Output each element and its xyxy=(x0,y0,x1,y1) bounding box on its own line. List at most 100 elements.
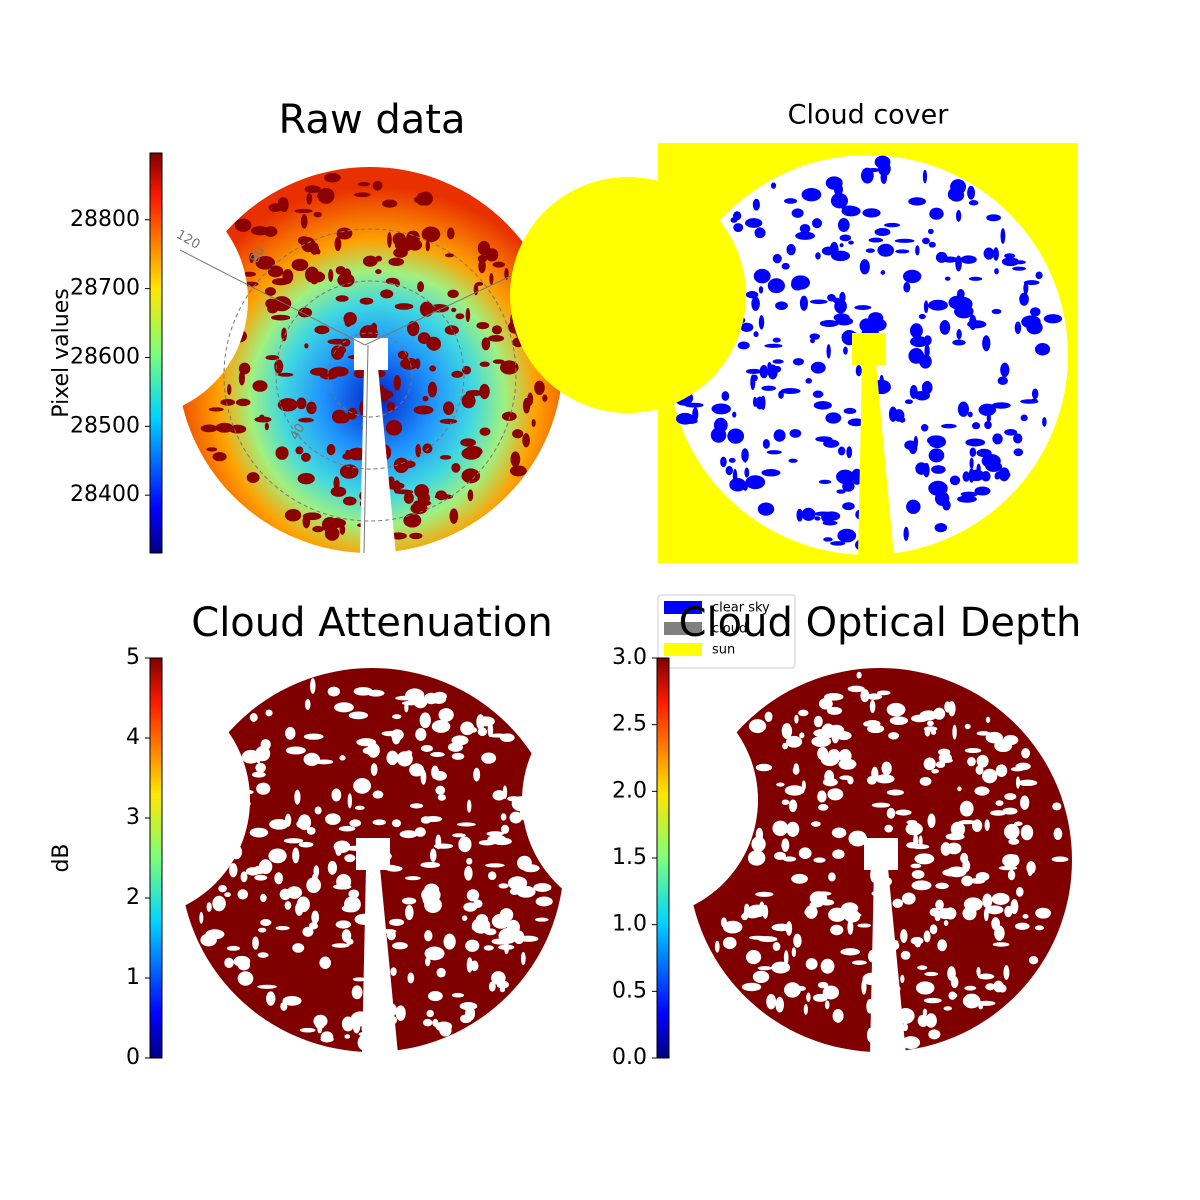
cloud-blob xyxy=(342,268,352,280)
cloud-blob xyxy=(501,824,510,834)
cloud-blob xyxy=(952,724,957,740)
cloud-blob xyxy=(464,445,483,458)
cloud-blob xyxy=(881,761,892,776)
cloud-blob xyxy=(489,273,494,285)
cloud-blob xyxy=(855,364,862,377)
cloud-blob xyxy=(275,926,290,931)
cloud-blob xyxy=(444,325,459,335)
cloud-blob xyxy=(1053,827,1063,841)
cloud-blob xyxy=(275,446,289,460)
cloud-blob xyxy=(815,252,821,260)
cloud-blob xyxy=(200,424,218,433)
cloud-blob xyxy=(871,802,891,808)
cloud-blob xyxy=(809,333,821,340)
cloud-blob xyxy=(517,855,532,871)
cloud-blob xyxy=(240,871,248,883)
cloud-blob xyxy=(431,694,447,705)
cloud-blob xyxy=(234,218,252,232)
cloud-blob xyxy=(319,956,331,969)
chart-title: Cloud cover xyxy=(788,100,950,131)
cloud-blob xyxy=(226,383,232,396)
cloud-blob xyxy=(752,198,760,211)
colorbar-label: Pixel values xyxy=(49,288,74,417)
cloud-blob xyxy=(762,438,770,449)
cloud-blob xyxy=(313,211,322,218)
cloud-blob xyxy=(976,754,989,768)
cloud-blob xyxy=(928,435,947,449)
cloud-blob xyxy=(503,941,510,955)
cloud-blob xyxy=(918,835,923,848)
cloud-blob xyxy=(424,957,431,967)
cloud-blob xyxy=(928,448,945,463)
cloud-blob xyxy=(424,946,445,961)
colorbar xyxy=(149,657,163,1059)
cloud-blob xyxy=(964,723,971,730)
cloud-blob xyxy=(803,1004,808,1015)
cloud-blob xyxy=(390,967,397,976)
cloud-blob xyxy=(900,950,911,960)
cloud-blob xyxy=(801,187,822,202)
cloud-blob xyxy=(277,398,298,412)
cloud-blob xyxy=(381,730,401,737)
cloud-blob xyxy=(512,429,524,439)
cloud-blob xyxy=(956,329,962,340)
cloud-blob xyxy=(904,399,913,405)
cloud-blob xyxy=(257,984,277,989)
cloud-blob xyxy=(1015,922,1030,930)
cloud-blob xyxy=(981,453,1001,468)
cloud-blob xyxy=(1002,807,1018,815)
cloud-blob xyxy=(447,289,459,299)
cloud-blob xyxy=(274,359,284,374)
cloud-blob xyxy=(451,307,457,313)
cloud-blob xyxy=(766,993,777,1010)
cloud-blob xyxy=(334,236,342,252)
cloud-blob xyxy=(911,844,930,850)
cloud-blob xyxy=(740,322,754,332)
cloud-blob xyxy=(295,446,304,455)
cloud-blob xyxy=(788,799,798,813)
cloud-blob xyxy=(929,207,944,220)
cloud-blob xyxy=(430,751,445,758)
horizon-mask xyxy=(510,177,746,413)
cloud-blob xyxy=(347,447,367,461)
cloud-blob xyxy=(910,936,924,945)
cloud-blob xyxy=(767,278,785,294)
cloud-blob xyxy=(865,248,875,253)
cloud-blob xyxy=(720,456,727,468)
cloud-blob xyxy=(538,886,544,892)
arm-mask xyxy=(360,368,396,555)
cloud-blob xyxy=(238,362,251,375)
cloud-blob xyxy=(983,247,995,260)
cloud-blob xyxy=(1015,776,1021,789)
cloud-blob xyxy=(923,930,931,943)
sky-image xyxy=(12,167,571,555)
cloud-blob xyxy=(208,407,224,412)
cloud-blob xyxy=(407,972,415,984)
cloud-blob xyxy=(794,714,799,724)
cloud-blob xyxy=(1035,271,1043,280)
cloud-blob xyxy=(812,218,823,229)
cloud-blob xyxy=(420,816,432,824)
cloud-blob xyxy=(946,842,962,855)
shadow-band-mask xyxy=(354,338,388,370)
cloud-blob xyxy=(722,920,743,934)
cloud-blob xyxy=(309,271,326,283)
cloud-blob xyxy=(218,884,227,893)
cloud-blob xyxy=(1020,824,1034,841)
cloud-blob xyxy=(1014,321,1022,335)
cloud-blob xyxy=(949,475,961,486)
cloud-blob xyxy=(982,893,993,909)
cloud-blob xyxy=(392,942,408,950)
cloud-blob xyxy=(274,872,284,885)
cloud-blob xyxy=(425,240,430,252)
horizon-mask xyxy=(14,682,250,918)
cloud-blob xyxy=(499,360,519,375)
cloud-blob xyxy=(784,785,805,796)
cloud-blob xyxy=(249,827,269,838)
cloud-blob xyxy=(486,831,504,837)
cloud-blob xyxy=(314,806,322,815)
cloud-blob xyxy=(923,300,929,314)
cloud-blob xyxy=(737,341,750,350)
cloud-blob xyxy=(922,169,928,184)
cloud-blob xyxy=(791,873,808,884)
